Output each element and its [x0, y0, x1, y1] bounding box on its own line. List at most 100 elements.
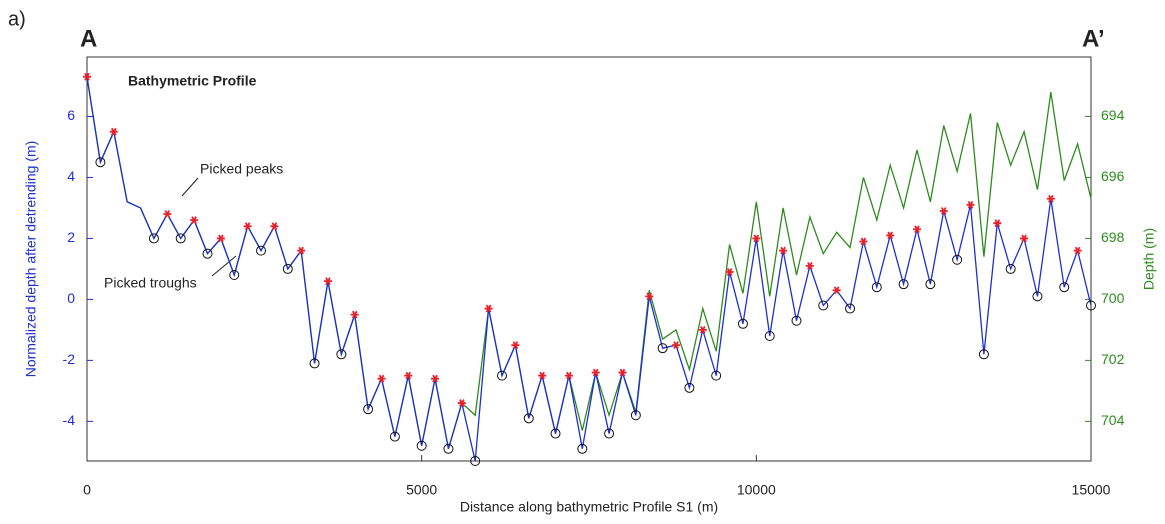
trough-marker [925, 279, 936, 290]
peak-marker [163, 210, 172, 218]
panel-label: a) [8, 8, 26, 30]
y2-tick-label: 696 [1101, 168, 1125, 184]
peak-marker [190, 216, 199, 225]
y-tick-label: 0 [67, 290, 75, 306]
peak-marker [377, 374, 386, 383]
y2-axis-label: Depth (m) [1141, 228, 1157, 290]
peak-marker [832, 286, 841, 295]
peak-marker [270, 222, 279, 231]
peak-marker [618, 368, 627, 377]
peak-marker [109, 127, 118, 136]
annotation-leader [211, 255, 237, 277]
x-tick-label: 0 [83, 482, 91, 498]
peak-marker [404, 371, 413, 380]
trough-marker [978, 349, 989, 360]
trough-marker [95, 157, 106, 168]
peak-marker [484, 304, 493, 313]
trough-marker [282, 263, 293, 274]
y-tick-label: 4 [67, 168, 75, 184]
peak-marker [591, 368, 600, 377]
peak-marker [939, 207, 948, 215]
trough-marker [952, 254, 963, 265]
trough-marker [470, 456, 481, 466]
trough-marker [363, 404, 374, 415]
trough-marker [1032, 291, 1043, 302]
trough-marker [229, 270, 240, 281]
trough-marker [148, 233, 159, 244]
peak-marker [350, 310, 359, 319]
y2-tick-label: 700 [1101, 290, 1125, 306]
trough-marker [336, 349, 347, 360]
peak-marker [966, 200, 975, 209]
peak-marker [912, 225, 921, 234]
peak-marker [645, 292, 654, 301]
peak-marker [1046, 194, 1055, 203]
peak-marker [511, 341, 520, 350]
peak-marker [779, 246, 788, 255]
y-tick-label: 2 [67, 229, 75, 245]
peak-marker [859, 237, 868, 246]
peak-marker [297, 246, 306, 255]
trough-marker [791, 315, 802, 326]
trough-marker [1005, 263, 1016, 274]
trough-marker [871, 282, 882, 293]
trough-marker [175, 233, 186, 244]
y-tick-label: 6 [67, 107, 75, 123]
y-tick-label: -2 [63, 351, 76, 367]
trough-marker [389, 431, 400, 442]
trough-marker [684, 382, 695, 393]
x-tick-label: 5000 [406, 482, 437, 498]
trough-marker [496, 370, 507, 381]
trough-marker [737, 318, 748, 329]
peak-marker [538, 371, 547, 380]
x-tick-label: 15000 [1072, 482, 1111, 498]
trough-marker [577, 443, 588, 454]
y-tick-label: -4 [63, 412, 76, 428]
peak-marker [83, 72, 91, 81]
trough-marker [523, 413, 534, 424]
y2-tick-label: 694 [1101, 107, 1125, 123]
peak-marker [886, 231, 895, 240]
peak-marker [323, 277, 332, 286]
trough-marker [764, 330, 775, 341]
trough-marker [550, 428, 561, 439]
peak-marker [243, 222, 252, 231]
end-label: A’ [1082, 25, 1105, 52]
peak-marker [1073, 246, 1082, 255]
y2-tick-label: 702 [1101, 351, 1125, 367]
peak-marker [457, 399, 466, 407]
annotation: Picked troughs [104, 275, 197, 291]
trough-marker [657, 343, 668, 354]
annotation: Picked peaks [200, 161, 283, 177]
trough-marker [416, 440, 427, 451]
trough-marker [202, 248, 213, 259]
trough-marker [845, 303, 856, 314]
y2-tick-label: 704 [1101, 412, 1125, 428]
data-line [86, 76, 1092, 462]
trough-marker [1059, 282, 1070, 293]
trough-marker [630, 410, 641, 421]
peak-marker [805, 261, 814, 270]
trough-marker [711, 370, 722, 381]
peak-marker [993, 219, 1002, 228]
peak-marker [1020, 234, 1029, 243]
plot-frame [86, 56, 1092, 462]
peak-marker [752, 234, 761, 243]
x-axis-label: Distance along bathymetric Profile S1 (m… [460, 499, 718, 515]
x-tick-label: 10000 [737, 482, 776, 498]
trough-marker [818, 300, 829, 311]
trough-marker [309, 358, 320, 369]
end-label: A [80, 25, 97, 52]
trough-marker [256, 245, 267, 256]
peak-marker [698, 325, 707, 334]
trough-marker [604, 428, 615, 439]
trough-marker [1086, 300, 1096, 311]
peak-marker [564, 371, 573, 380]
annotation-leader [181, 177, 199, 197]
peak-marker [431, 374, 440, 383]
y2-tick-label: 698 [1101, 229, 1125, 245]
peak-marker [725, 268, 734, 276]
peak-marker [672, 341, 681, 350]
trough-marker [898, 279, 909, 290]
